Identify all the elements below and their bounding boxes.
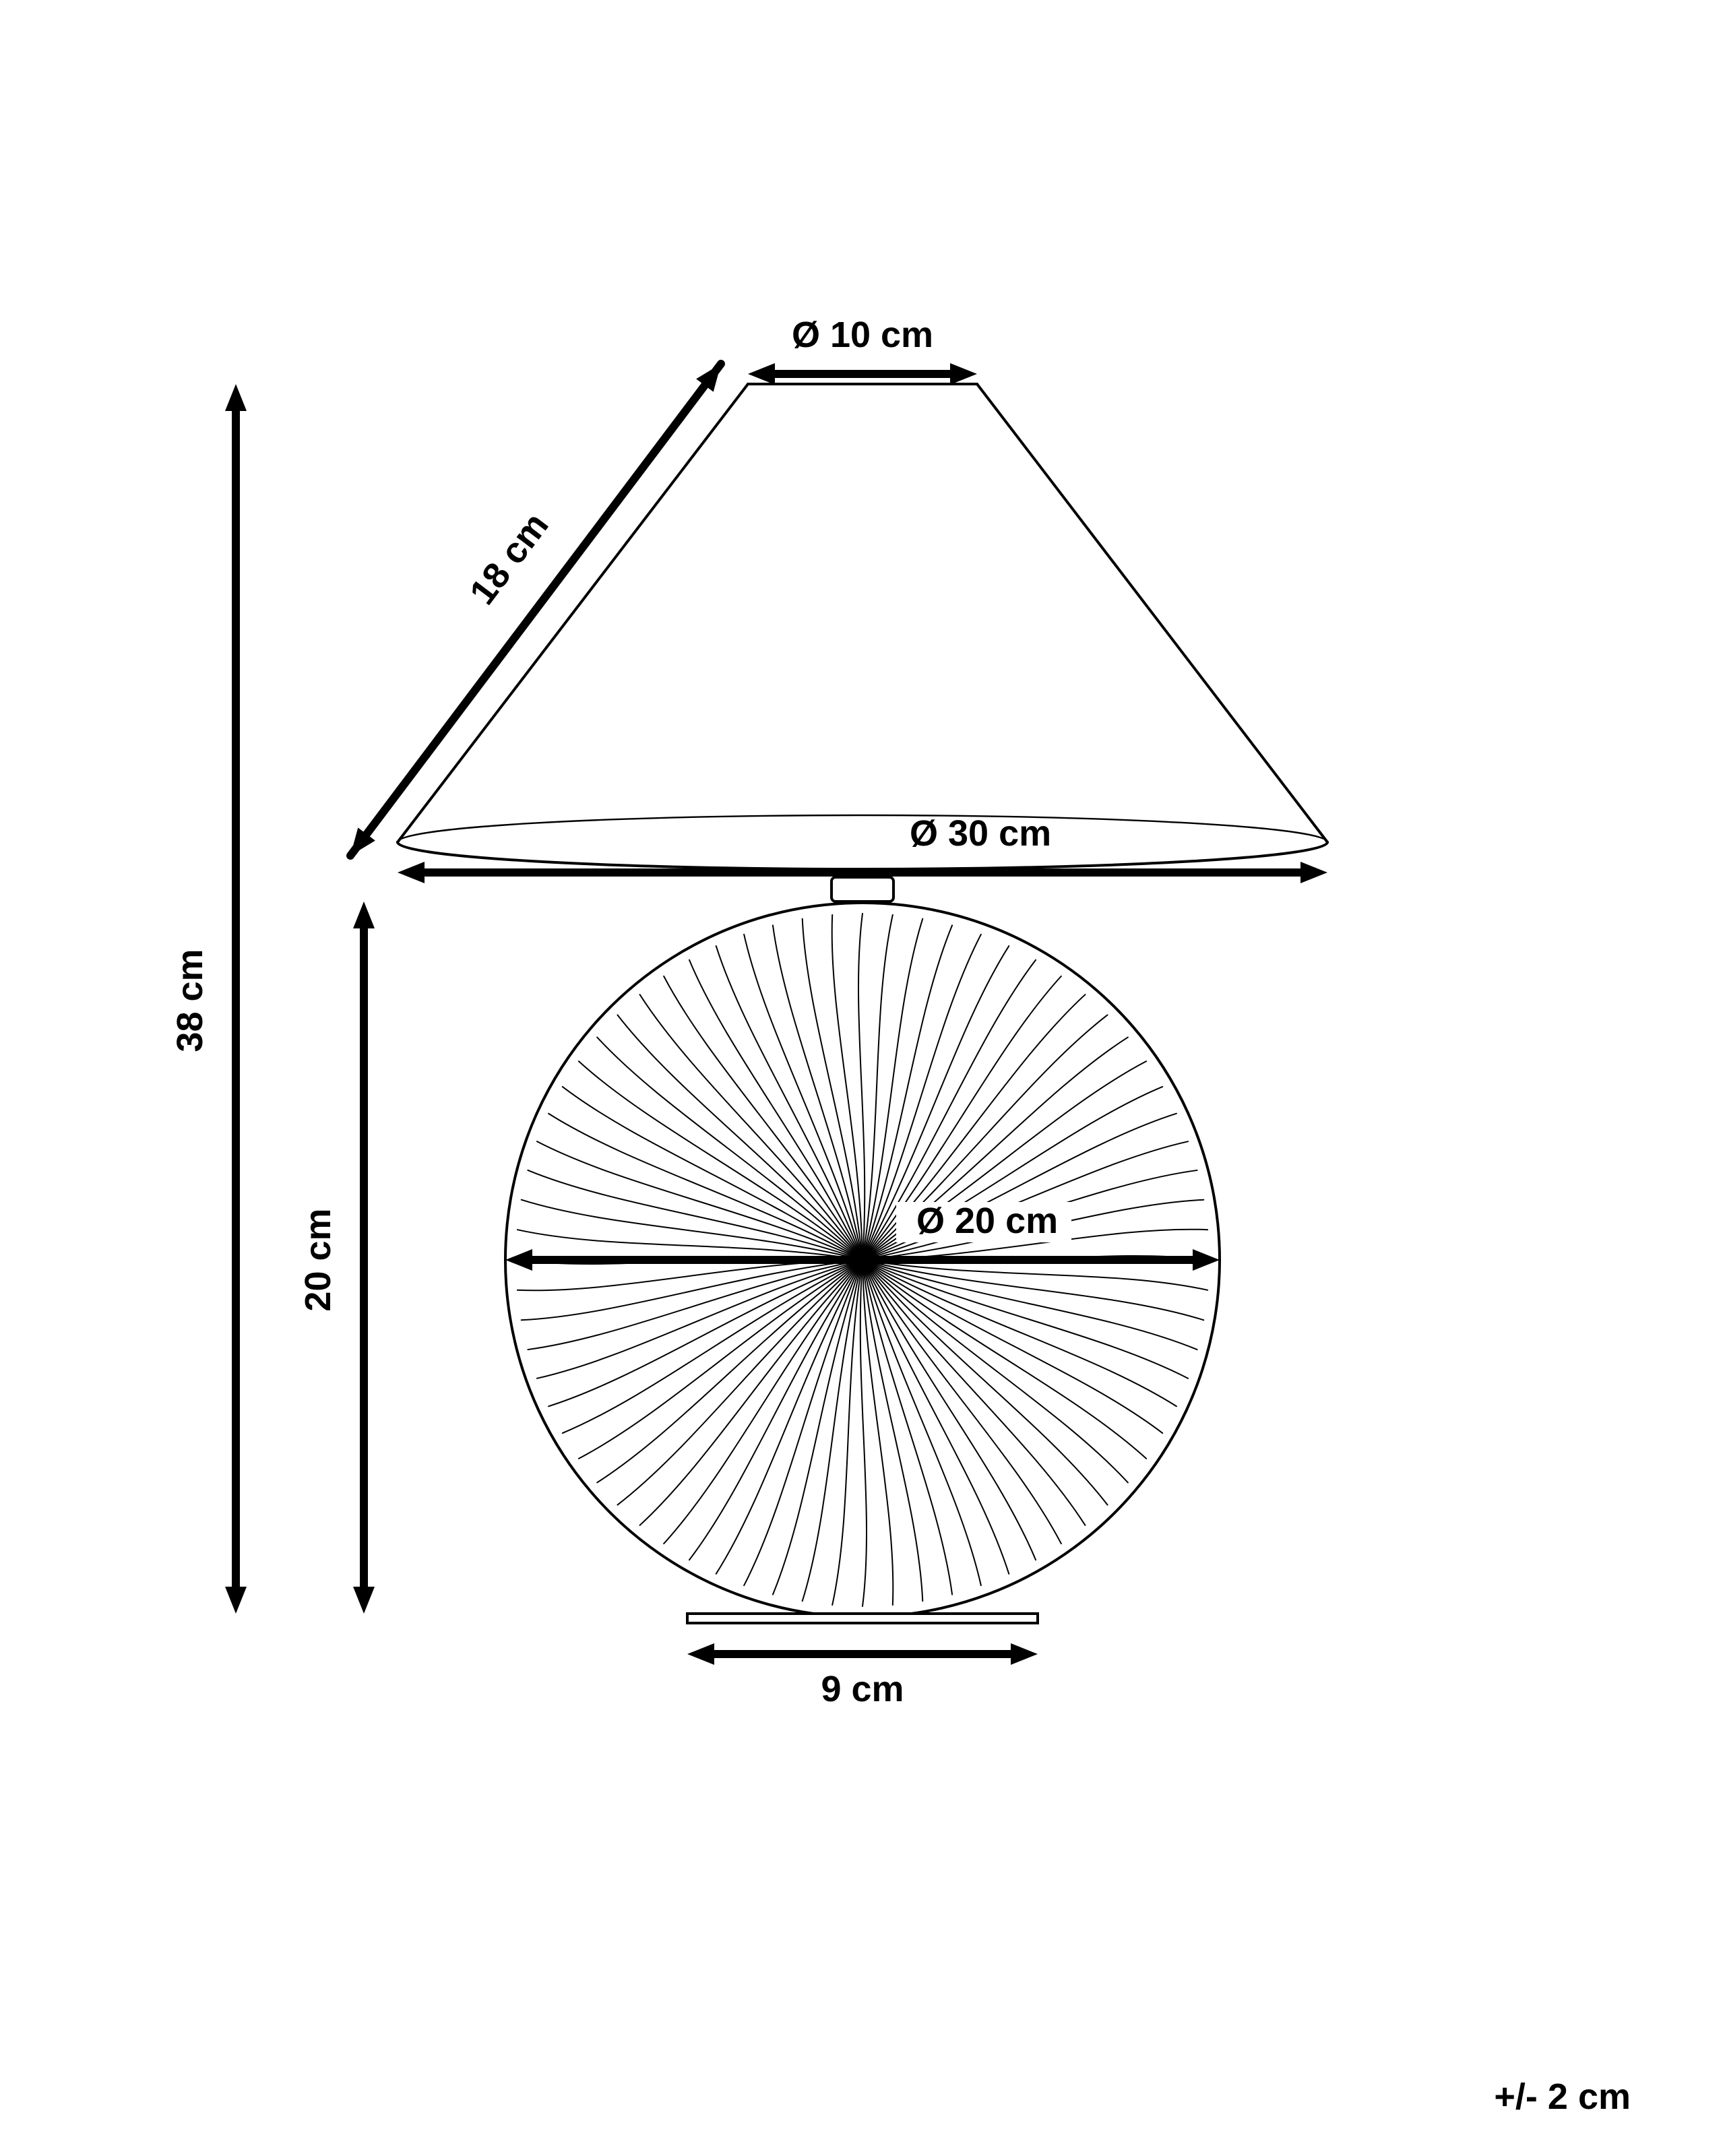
svg-text:+/- 2 cm: +/- 2 cm	[1494, 2076, 1631, 2117]
svg-text:9 cm: 9 cm	[821, 1669, 904, 1709]
svg-text:38 cm: 38 cm	[170, 949, 210, 1052]
svg-text:Ø 30 cm: Ø 30 cm	[910, 813, 1051, 854]
svg-text:20 cm: 20 cm	[298, 1208, 338, 1311]
svg-text:Ø 20 cm: Ø 20 cm	[916, 1201, 1058, 1241]
svg-text:Ø 10 cm: Ø 10 cm	[792, 315, 933, 355]
